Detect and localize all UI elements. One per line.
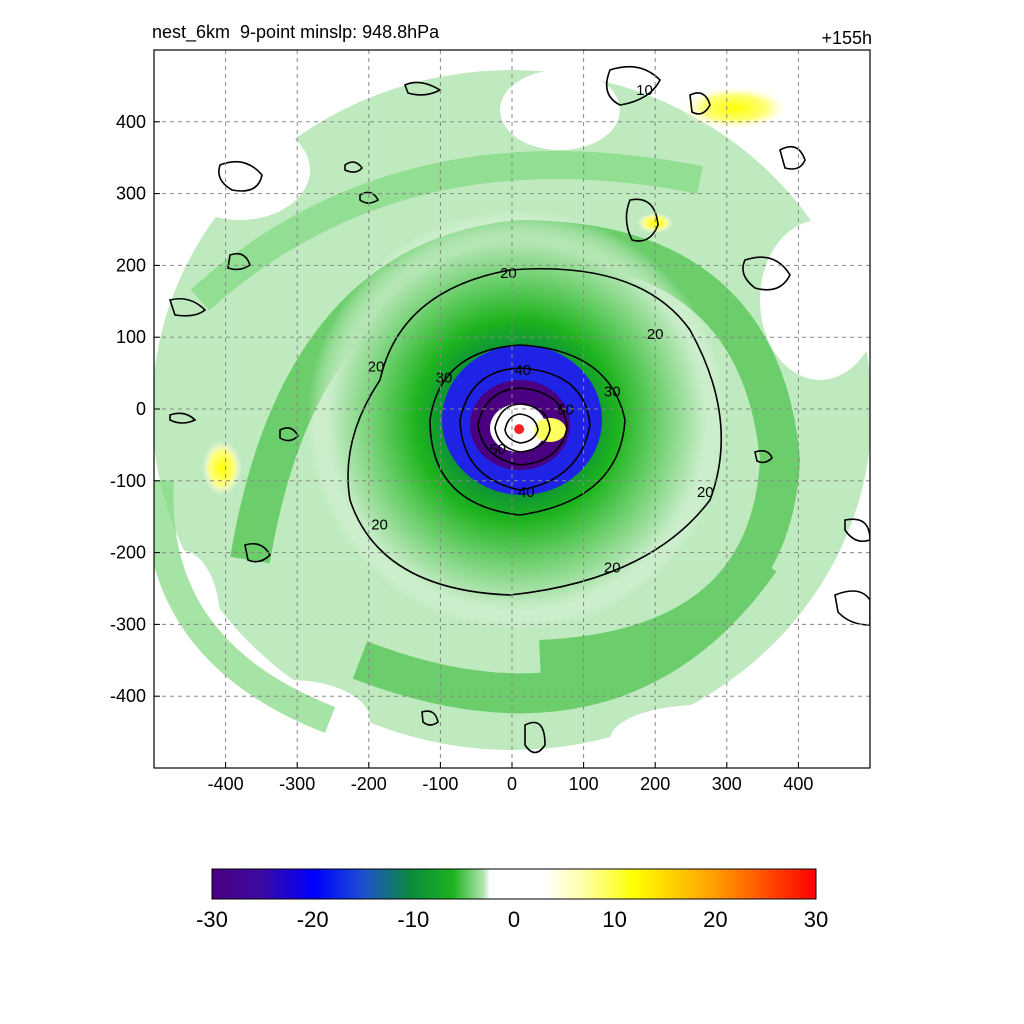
x-tick-label: 300: [712, 774, 742, 794]
plot-title: nest_6km 9-point minslp: 948.8hPa: [152, 22, 440, 42]
contour-label: 20: [368, 359, 385, 376]
x-axis: -400 -300 -200 -100 0 100 200 300 400: [208, 762, 813, 794]
x-tick-label: -300: [279, 774, 315, 794]
storm-center-marker: [514, 424, 525, 435]
colorbar-gradient: [211, 868, 817, 900]
field-shading: [154, 70, 870, 768]
contour-label: 30: [436, 369, 453, 386]
colorbar: -30 -20 -10 0 10 20 30: [196, 868, 828, 932]
contour-label: 40: [518, 484, 535, 501]
y-tick-label: -300: [110, 614, 146, 634]
x-tick-label: -100: [422, 774, 458, 794]
colorbar-tick-label: -30: [196, 907, 228, 932]
contour-label: 20: [647, 326, 664, 343]
contour-label: 10: [636, 82, 653, 99]
colorbar-tick-label: 10: [602, 907, 626, 932]
x-tick-label: -200: [351, 774, 387, 794]
y-tick-label: 100: [116, 327, 146, 347]
contour-label: 30: [604, 384, 621, 401]
y-axis: 400 300 200 100 0 -100 -200 -300 -400: [110, 112, 160, 706]
y-tick-label: 300: [116, 184, 146, 204]
y-tick-label: 200: [116, 255, 146, 275]
colorbar-tick-label: -20: [297, 907, 329, 932]
x-tick-label: 200: [640, 774, 670, 794]
forecast-hour-label: +155h: [821, 28, 872, 48]
contour-label: 50: [489, 441, 506, 458]
contour-labels: 10 20 20 20 20 20 20 30 30 40 40 50 50: [368, 82, 714, 577]
contour-label: 20: [371, 516, 388, 533]
contour-label: 40: [514, 362, 531, 379]
y-tick-label: 0: [136, 399, 146, 419]
colorbar-tick-label: -10: [397, 907, 429, 932]
contour-label: 20: [697, 484, 714, 501]
contour-label: 20: [500, 265, 517, 282]
contour-lines: [168, 65, 870, 754]
x-tick-label: 100: [569, 774, 599, 794]
y-tick-label: -100: [110, 471, 146, 491]
colorbar-tick-label: 20: [703, 907, 727, 932]
y-tick-label: -200: [110, 543, 146, 563]
x-tick-label: 400: [783, 774, 813, 794]
x-tick-label: 0: [507, 774, 517, 794]
y-tick-label: -400: [110, 686, 146, 706]
y-tick-label: 400: [116, 112, 146, 132]
contour-label: 20: [604, 560, 621, 577]
contour-label: 50: [557, 402, 574, 419]
colorbar-tick-label: 0: [508, 907, 520, 932]
x-tick-label: -400: [208, 774, 244, 794]
colorbar-ticks: -30 -20 -10 0 10 20 30: [196, 907, 828, 932]
colorbar-tick-label: 30: [804, 907, 828, 932]
